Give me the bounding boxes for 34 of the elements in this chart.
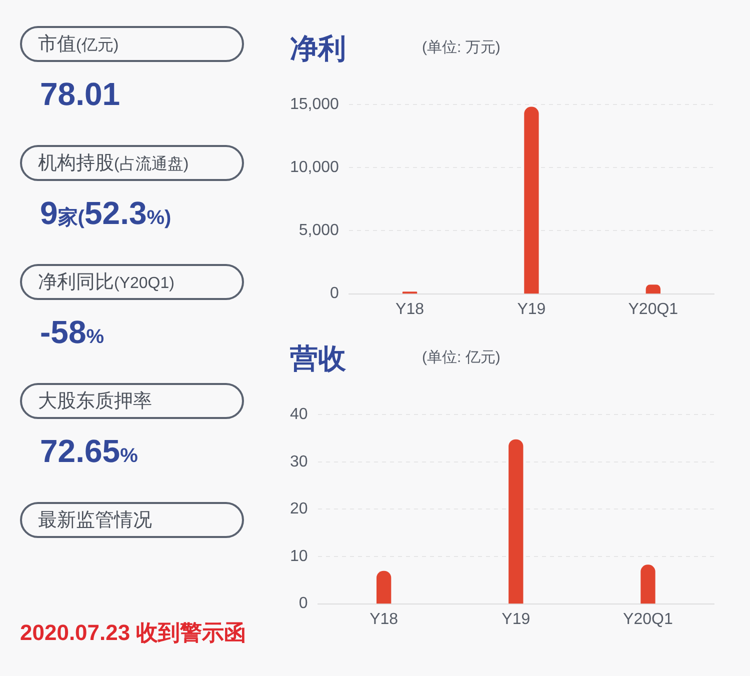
text: 机构持股(占流通盘) (38, 153, 189, 174)
y-tick-label: 0 (330, 285, 340, 302)
text: 78.01 (40, 76, 120, 112)
y-tick-label: 10,000 (290, 159, 340, 176)
x-tick-label: Y18 (370, 610, 398, 628)
y-tick-label: 15,000 (290, 96, 340, 114)
chart-title: 营收 (290, 342, 346, 376)
text: 市值(亿元) (38, 34, 119, 55)
bar (524, 106, 539, 294)
y-tick-label: 5,000 (298, 222, 340, 240)
bar (646, 284, 660, 294)
chart-subtitle: (单位: 亿元) (422, 348, 500, 367)
y-tick-label: 40 (290, 406, 308, 424)
text: 大股东质押率 (38, 391, 152, 412)
text: 最新监管情况 (38, 510, 152, 531)
y-tick-label: 0 (298, 595, 308, 612)
y-tick-label: 10 (290, 548, 308, 565)
chart-title: 净利 (290, 32, 346, 66)
x-tick-label: Y20Q1 (623, 610, 673, 628)
text: 72.65% (40, 433, 138, 469)
y-tick-label: 20 (290, 500, 308, 518)
text: -58% (40, 314, 104, 350)
text: 2020.07.23 收到警示函 (20, 619, 246, 647)
bar (508, 439, 524, 604)
x-tick-label: Y20Q1 (628, 300, 678, 318)
x-tick-label: Y18 (396, 300, 424, 318)
bar (376, 570, 392, 604)
x-tick-label: Y19 (502, 610, 530, 628)
text: 净利同比(Y20Q1) (38, 272, 174, 293)
y-tick-label: 30 (290, 453, 308, 470)
chart-subtitle: (单位: 万元) (422, 38, 500, 57)
text: 9家(52.3%) (40, 195, 172, 231)
x-tick-label: Y19 (517, 300, 546, 318)
bar (640, 564, 656, 604)
